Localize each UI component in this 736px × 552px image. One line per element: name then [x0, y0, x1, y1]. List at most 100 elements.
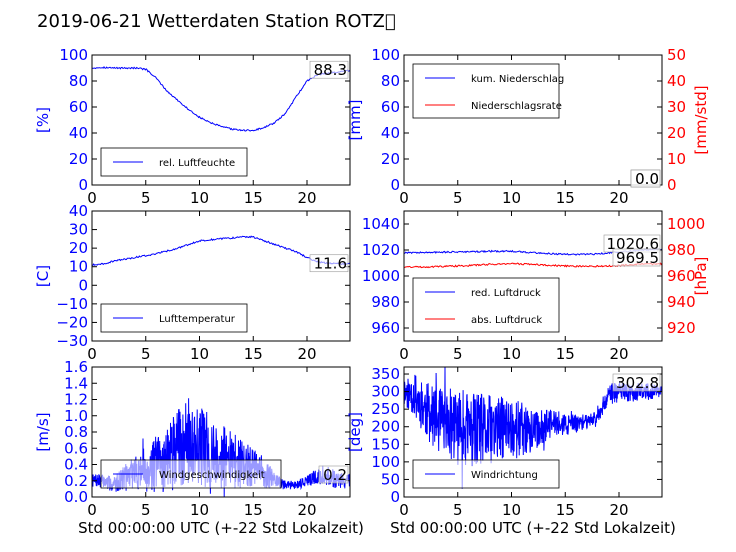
- y-tick-label: 80: [381, 72, 400, 90]
- x-tick-label: 10: [502, 345, 521, 363]
- y-tick-label: 100: [59, 46, 88, 64]
- y-tick-label: 20: [69, 150, 88, 168]
- y2-tick-label: 960: [667, 267, 696, 285]
- figure-title: 2019-06-21 Wetterdaten Station ROTZ : [37, 11, 396, 32]
- y-tick-label: 30: [69, 221, 88, 239]
- y-tick-label: 0: [78, 176, 88, 194]
- last-value-box: [612, 373, 661, 392]
- x-tick-label: 20: [609, 345, 628, 363]
- x-tick-label: 20: [297, 501, 316, 519]
- last-value-label: 969.5: [616, 249, 659, 267]
- y-tick-label: 250: [371, 400, 400, 418]
- y-tick-label: 150: [371, 435, 400, 453]
- x-tick-label: 5: [141, 501, 151, 519]
- y-axis-label: [deg]: [346, 412, 364, 452]
- last-value-label: 0.2: [323, 466, 347, 484]
- panel-temperature: 0 5 10 15 20−30−20−10010203040[C]Lufttempera…: [34, 202, 351, 363]
- last-value-box: [309, 254, 349, 273]
- last-value-label: 11.6: [314, 255, 347, 273]
- x-tick-label: 5: [141, 189, 151, 207]
- x-tick-label: 10: [502, 501, 521, 519]
- y-tick-label: 0.2: [64, 472, 88, 490]
- x-tick-label: 0: [399, 501, 409, 519]
- legend-box: [412, 63, 560, 119]
- x-tick-label: 15: [556, 345, 575, 363]
- y-tick-label: 10: [69, 258, 88, 276]
- x-tick-label: 15: [556, 189, 575, 207]
- legend-entry: red. Luftdruck: [471, 288, 541, 299]
- y2-tick-label: 1000: [667, 215, 705, 233]
- y-tick-label: 0.6: [64, 439, 88, 457]
- x-tick-label: 0: [399, 189, 409, 207]
- y2-tick-label: 20: [667, 124, 686, 142]
- y-tick-label: 1.6: [64, 358, 88, 376]
- last-value-box: [630, 169, 661, 188]
- legend-entry: Windrichtung: [471, 470, 538, 481]
- series-line-2-0: [92, 235, 350, 266]
- y-tick-label: −30: [56, 332, 88, 350]
- x-tick-label: 10: [190, 189, 209, 207]
- panel-humidity: 0 5 10 15 20 0 20 40 60 80 100 [%] rel. Luftfeuchte 8…: [34, 46, 351, 207]
- y-axis-label: [m/s]: [34, 412, 52, 451]
- y-tick-label: −20: [56, 313, 88, 331]
- x-tick-label: 10: [502, 189, 521, 207]
- legend-entry: abs. Luftdruck: [471, 315, 542, 326]
- y-tick-label: 1.2: [64, 391, 88, 409]
- y-tick-label: 40: [381, 124, 400, 142]
- y-tick-label: 980: [371, 293, 400, 311]
- y-tick-label: 80: [69, 72, 88, 90]
- x-tick-label: 20: [297, 345, 316, 363]
- y2-tick-label: 30: [667, 98, 686, 116]
- y-tick-label: 960: [371, 319, 400, 337]
- x-tick-label: 0: [87, 501, 97, 519]
- y-tick-label: 0: [78, 276, 88, 294]
- x-axis-label: Std 00:00:00 UTC (+-22 Std Lokalzeit): [78, 519, 364, 537]
- plot-frame: [403, 54, 663, 186]
- x-tick-label: 0: [87, 189, 97, 207]
- y-tick-label: 200: [371, 418, 400, 436]
- last-value-label: 1020.6: [607, 235, 660, 253]
- last-value-box: [612, 248, 661, 267]
- x-tick-label: 15: [244, 345, 263, 363]
- legend-entry: Lufttemperatur: [159, 314, 236, 325]
- last-value-box: [318, 465, 349, 484]
- y-tick-label: 40: [69, 202, 88, 220]
- x-tick-label: 0: [399, 345, 409, 363]
- y2-tick-label: 0: [667, 176, 677, 194]
- plot-frame: [403, 366, 663, 498]
- y-axis-label: [%]: [34, 107, 52, 133]
- legend-box: [412, 277, 560, 333]
- legend-entry: Windgeschwindigkeit: [159, 470, 265, 481]
- last-value-label: 88.3: [314, 61, 347, 79]
- panel-precipitation: 0 5 10 15 20 0 20 40 60 80 100 0 10 20 30 40 50 [mm] [mm/s…: [346, 46, 710, 207]
- panel-pressure: 0 5 10 15 20 960 980 1000 1020 1040 920 940 960 980 10…: [362, 210, 710, 363]
- y2-tick-label: 40: [667, 72, 686, 90]
- y2-axis-label: [hPa]: [692, 257, 710, 296]
- legend-entry: kum. Niederschlag: [471, 74, 564, 85]
- x-tick-label: 20: [609, 501, 628, 519]
- x-tick-label: 5: [141, 345, 151, 363]
- y-tick-label: 40: [69, 124, 88, 142]
- y-axis-label: [C]: [34, 265, 52, 287]
- y2-tick-label: 920: [667, 319, 696, 337]
- y-tick-label: 0.0: [64, 488, 88, 506]
- y2-tick-label: 980: [667, 241, 696, 259]
- x-tick-label: 5: [453, 189, 463, 207]
- y-tick-label: 1.0: [64, 407, 88, 425]
- series-line-0-0: [92, 66, 350, 132]
- y-tick-label: 1000: [362, 267, 400, 285]
- y2-axis-label: [mm/std]: [692, 85, 710, 154]
- x-tick-label: 5: [453, 345, 463, 363]
- legend-entry: rel. Luftfeuchte: [159, 158, 235, 169]
- y-tick-label: −10: [56, 295, 88, 313]
- last-value-box: [309, 60, 349, 79]
- x-tick-label: 0: [87, 345, 97, 363]
- y-tick-label: 0: [390, 488, 400, 506]
- legend-entry: Niederschlagsrate: [471, 101, 562, 112]
- plot-frame: [91, 210, 351, 342]
- y-tick-label: 100: [371, 453, 400, 471]
- y-tick-label: 20: [381, 150, 400, 168]
- y-tick-label: 20: [69, 239, 88, 257]
